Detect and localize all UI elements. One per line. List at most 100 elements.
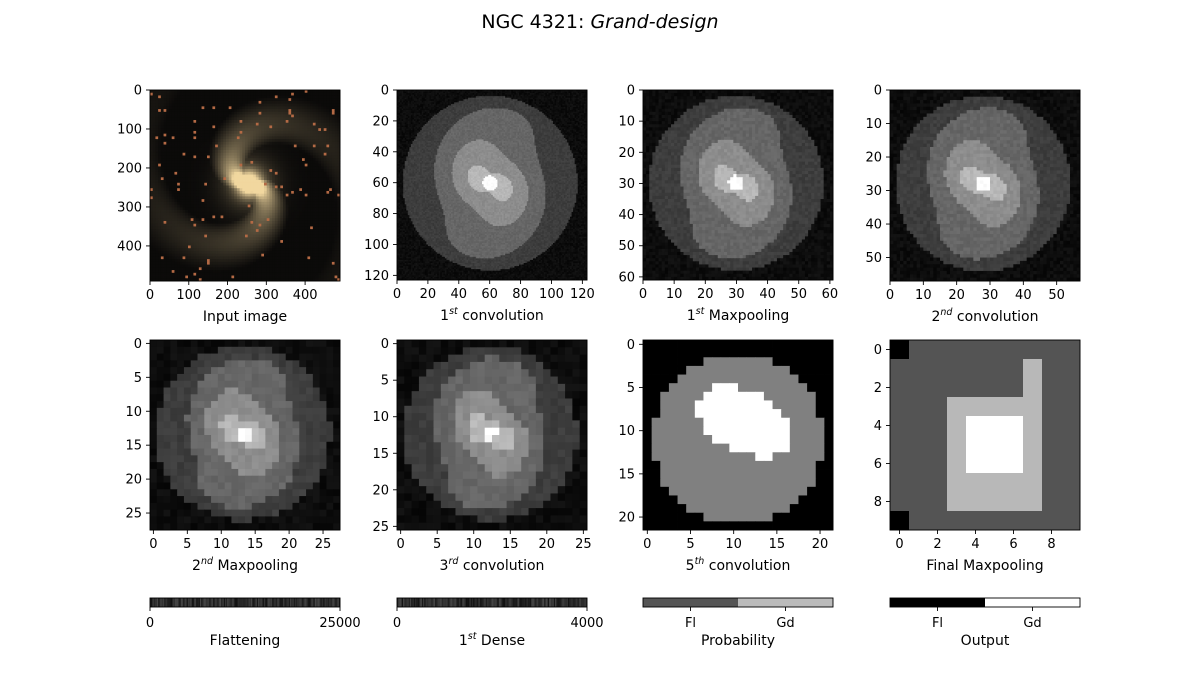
pixel — [329, 115, 332, 118]
pixel — [313, 196, 316, 199]
pixel — [231, 158, 234, 161]
pixel — [226, 205, 229, 208]
pixel — [199, 150, 202, 153]
pixel — [305, 199, 308, 202]
pixel — [299, 235, 302, 238]
pixel — [229, 147, 232, 150]
pixel — [164, 199, 167, 202]
pixel — [229, 150, 232, 153]
pixel — [269, 93, 272, 96]
pixel — [215, 221, 218, 224]
pixel — [326, 196, 329, 199]
pixel — [316, 93, 319, 96]
pixel — [332, 172, 335, 175]
pixel — [245, 112, 248, 115]
pixel — [240, 147, 243, 150]
pixel — [267, 101, 270, 104]
pixel — [234, 226, 237, 229]
pixel — [204, 169, 207, 172]
pixel — [316, 229, 319, 232]
pixel — [264, 221, 267, 224]
pixel — [267, 109, 270, 112]
pixel — [250, 210, 253, 213]
pixel — [326, 194, 329, 197]
pixel — [229, 210, 232, 213]
pixel — [294, 180, 297, 183]
pixel — [150, 123, 153, 126]
pixel — [242, 131, 245, 134]
pixel — [169, 188, 172, 191]
pixel — [324, 153, 327, 156]
pixel — [256, 177, 259, 180]
pixel — [280, 164, 283, 167]
pixel — [310, 125, 313, 128]
pixel — [245, 226, 248, 229]
pixel — [218, 235, 221, 238]
pixel — [237, 90, 240, 93]
pixel — [294, 229, 297, 232]
pixel — [158, 216, 161, 219]
pixel — [183, 93, 186, 96]
pixel — [188, 112, 191, 115]
pixel — [226, 240, 229, 243]
pixel — [191, 213, 194, 216]
pixel — [177, 194, 180, 197]
pixel — [191, 158, 194, 161]
pixel — [316, 90, 319, 93]
pixel — [286, 207, 289, 210]
pixel — [310, 153, 313, 156]
pixel — [313, 232, 316, 235]
pixel — [267, 155, 270, 158]
pixel — [307, 134, 310, 137]
pixel — [169, 169, 172, 172]
pixel — [256, 131, 259, 134]
pixel — [166, 183, 169, 186]
pixel — [307, 109, 310, 112]
pixel — [210, 196, 213, 199]
pixel — [253, 226, 256, 229]
pixel — [267, 158, 270, 161]
pixel — [310, 136, 313, 139]
pixel — [242, 123, 245, 126]
pixel — [174, 106, 177, 109]
pixel — [261, 117, 264, 120]
pixel — [267, 210, 270, 213]
pixel — [212, 199, 215, 202]
pixel — [316, 166, 319, 169]
pixel — [207, 164, 210, 167]
pixel — [229, 183, 232, 186]
pixel — [204, 194, 207, 197]
pixel — [185, 115, 188, 118]
pixel — [313, 104, 316, 107]
pixel — [248, 226, 251, 229]
pixel — [283, 226, 286, 229]
pixel — [245, 136, 248, 139]
pixel — [226, 186, 229, 189]
pixel — [231, 134, 234, 137]
pixel — [158, 186, 161, 189]
pixel — [294, 161, 297, 164]
pixel — [313, 202, 316, 205]
pixel — [204, 226, 207, 229]
pixel — [229, 226, 232, 229]
pixel — [234, 147, 237, 150]
pixel — [275, 134, 278, 137]
pixel — [310, 191, 313, 194]
pixel — [329, 117, 332, 120]
pixel — [302, 93, 305, 96]
pixel — [237, 237, 240, 240]
pixel — [302, 175, 305, 178]
pixel — [245, 186, 248, 189]
pixel — [223, 101, 226, 104]
pixel — [231, 166, 234, 169]
pixel — [256, 175, 259, 178]
pixel — [267, 237, 270, 240]
pixel — [324, 216, 327, 219]
pixel — [153, 128, 156, 131]
pixel — [269, 172, 272, 175]
pixel — [183, 240, 186, 243]
pixel — [278, 216, 281, 219]
pixel — [321, 202, 324, 205]
pixel — [177, 218, 180, 221]
pixel — [332, 232, 335, 235]
